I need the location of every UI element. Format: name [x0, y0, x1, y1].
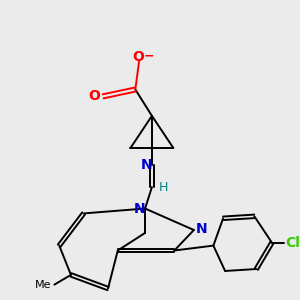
Text: Me: Me: [35, 280, 52, 290]
Text: −: −: [143, 50, 154, 62]
Text: Cl: Cl: [285, 236, 300, 250]
Text: N: N: [195, 221, 207, 236]
Text: O: O: [88, 89, 100, 103]
Text: N: N: [140, 158, 152, 172]
Text: N: N: [134, 202, 145, 215]
Text: O: O: [132, 50, 144, 64]
Text: H: H: [158, 181, 168, 194]
